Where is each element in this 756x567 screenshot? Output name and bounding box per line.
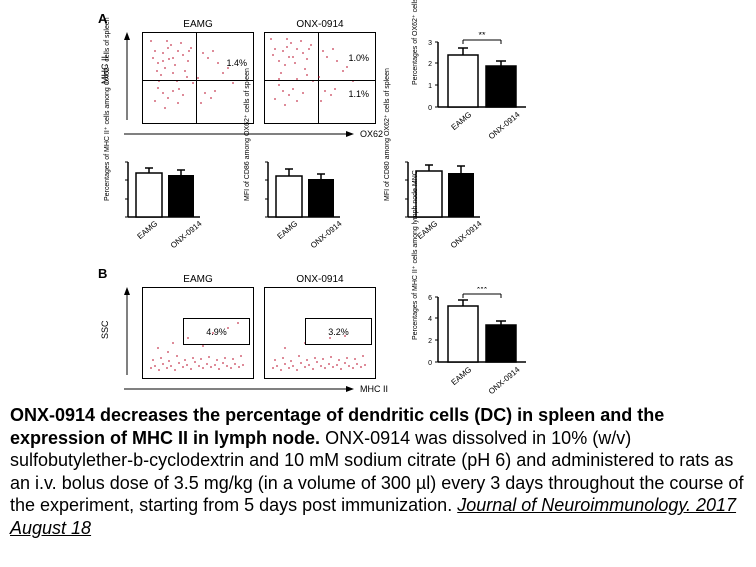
scatter-points [143, 33, 253, 123]
quad-pct: 1.1% [348, 89, 369, 99]
scatter-b-eamg: EAMG [142, 287, 254, 379]
panel-b: B SSC EAMG [98, 265, 658, 394]
panel-b-xaxis: MHC II [360, 384, 388, 394]
svg-text:3: 3 [428, 40, 432, 47]
quad-pct: 1.0% [348, 53, 369, 63]
svg-text:1: 1 [428, 83, 432, 90]
gate-box: 4.9% [183, 318, 250, 345]
bar-chart-mhcii-ln: Percentages of MHC II⁺ cells among lymph… [416, 287, 536, 382]
svg-text:2: 2 [428, 338, 432, 345]
bar-ylabel: Percentages of MHC II⁺ cells among OX62⁺… [103, 191, 111, 201]
svg-text:0: 0 [428, 360, 432, 367]
panel-b-label: B [98, 266, 107, 281]
scatter-title: EAMG [183, 274, 212, 285]
bar-chart-cd80: MFI of CD80 among OX62⁺ cells of spleen … [388, 157, 488, 235]
sig-marker: *** [477, 287, 488, 294]
scatter-a-onx: ONX-0914 [264, 32, 376, 124]
figure-caption: ONX-0914 decreases the percentage of den… [10, 404, 746, 539]
svg-text:2: 2 [428, 61, 432, 68]
svg-text:4: 4 [428, 316, 432, 323]
gate-box: 3.2% [305, 318, 372, 345]
bar-ylabel: Percentages of OX62⁺ cells among spleen … [411, 75, 419, 85]
scatter-points [265, 33, 375, 123]
scatter-title: ONX-0914 [296, 274, 343, 285]
gate-pct: 4.9% [206, 327, 227, 337]
panel-a-xaxis: OX62 [360, 129, 383, 139]
bar-ylabel: Percentages of MHC II⁺ cells among lymph… [411, 330, 419, 340]
quad-pct: 1.4% [226, 58, 247, 68]
scatter-title: EAMG [183, 19, 212, 30]
bar-chart-mhcii-ox62: Percentages of MHC II⁺ cells among OX62⁺… [108, 157, 208, 235]
scatter-title: ONX-0914 [296, 19, 343, 30]
sig-marker: ** [478, 32, 486, 40]
scatter-a-eamg: EAMG [142, 32, 254, 124]
bar-ylabel: MFI of CD80 among OX62⁺ cells of spleen [383, 191, 391, 201]
bar-chart-ox62: Percentages of OX62⁺ cells among spleen … [416, 32, 536, 127]
panel-b-yaxis: SSC [100, 325, 110, 339]
bar-ylabel: MFI of CD86 among OX62⁺ cells of spleen [243, 191, 251, 201]
bar-chart-cd86: MFI of CD86 among OX62⁺ cells of spleen … [248, 157, 348, 235]
figure-container: A MHC II EAMG [98, 10, 658, 394]
gate-pct: 3.2% [328, 327, 349, 337]
svg-text:6: 6 [428, 295, 432, 302]
svg-text:0: 0 [428, 105, 432, 112]
panel-a: A MHC II EAMG [98, 10, 658, 235]
scatter-b-onx: ONX-0914 [264, 287, 376, 379]
